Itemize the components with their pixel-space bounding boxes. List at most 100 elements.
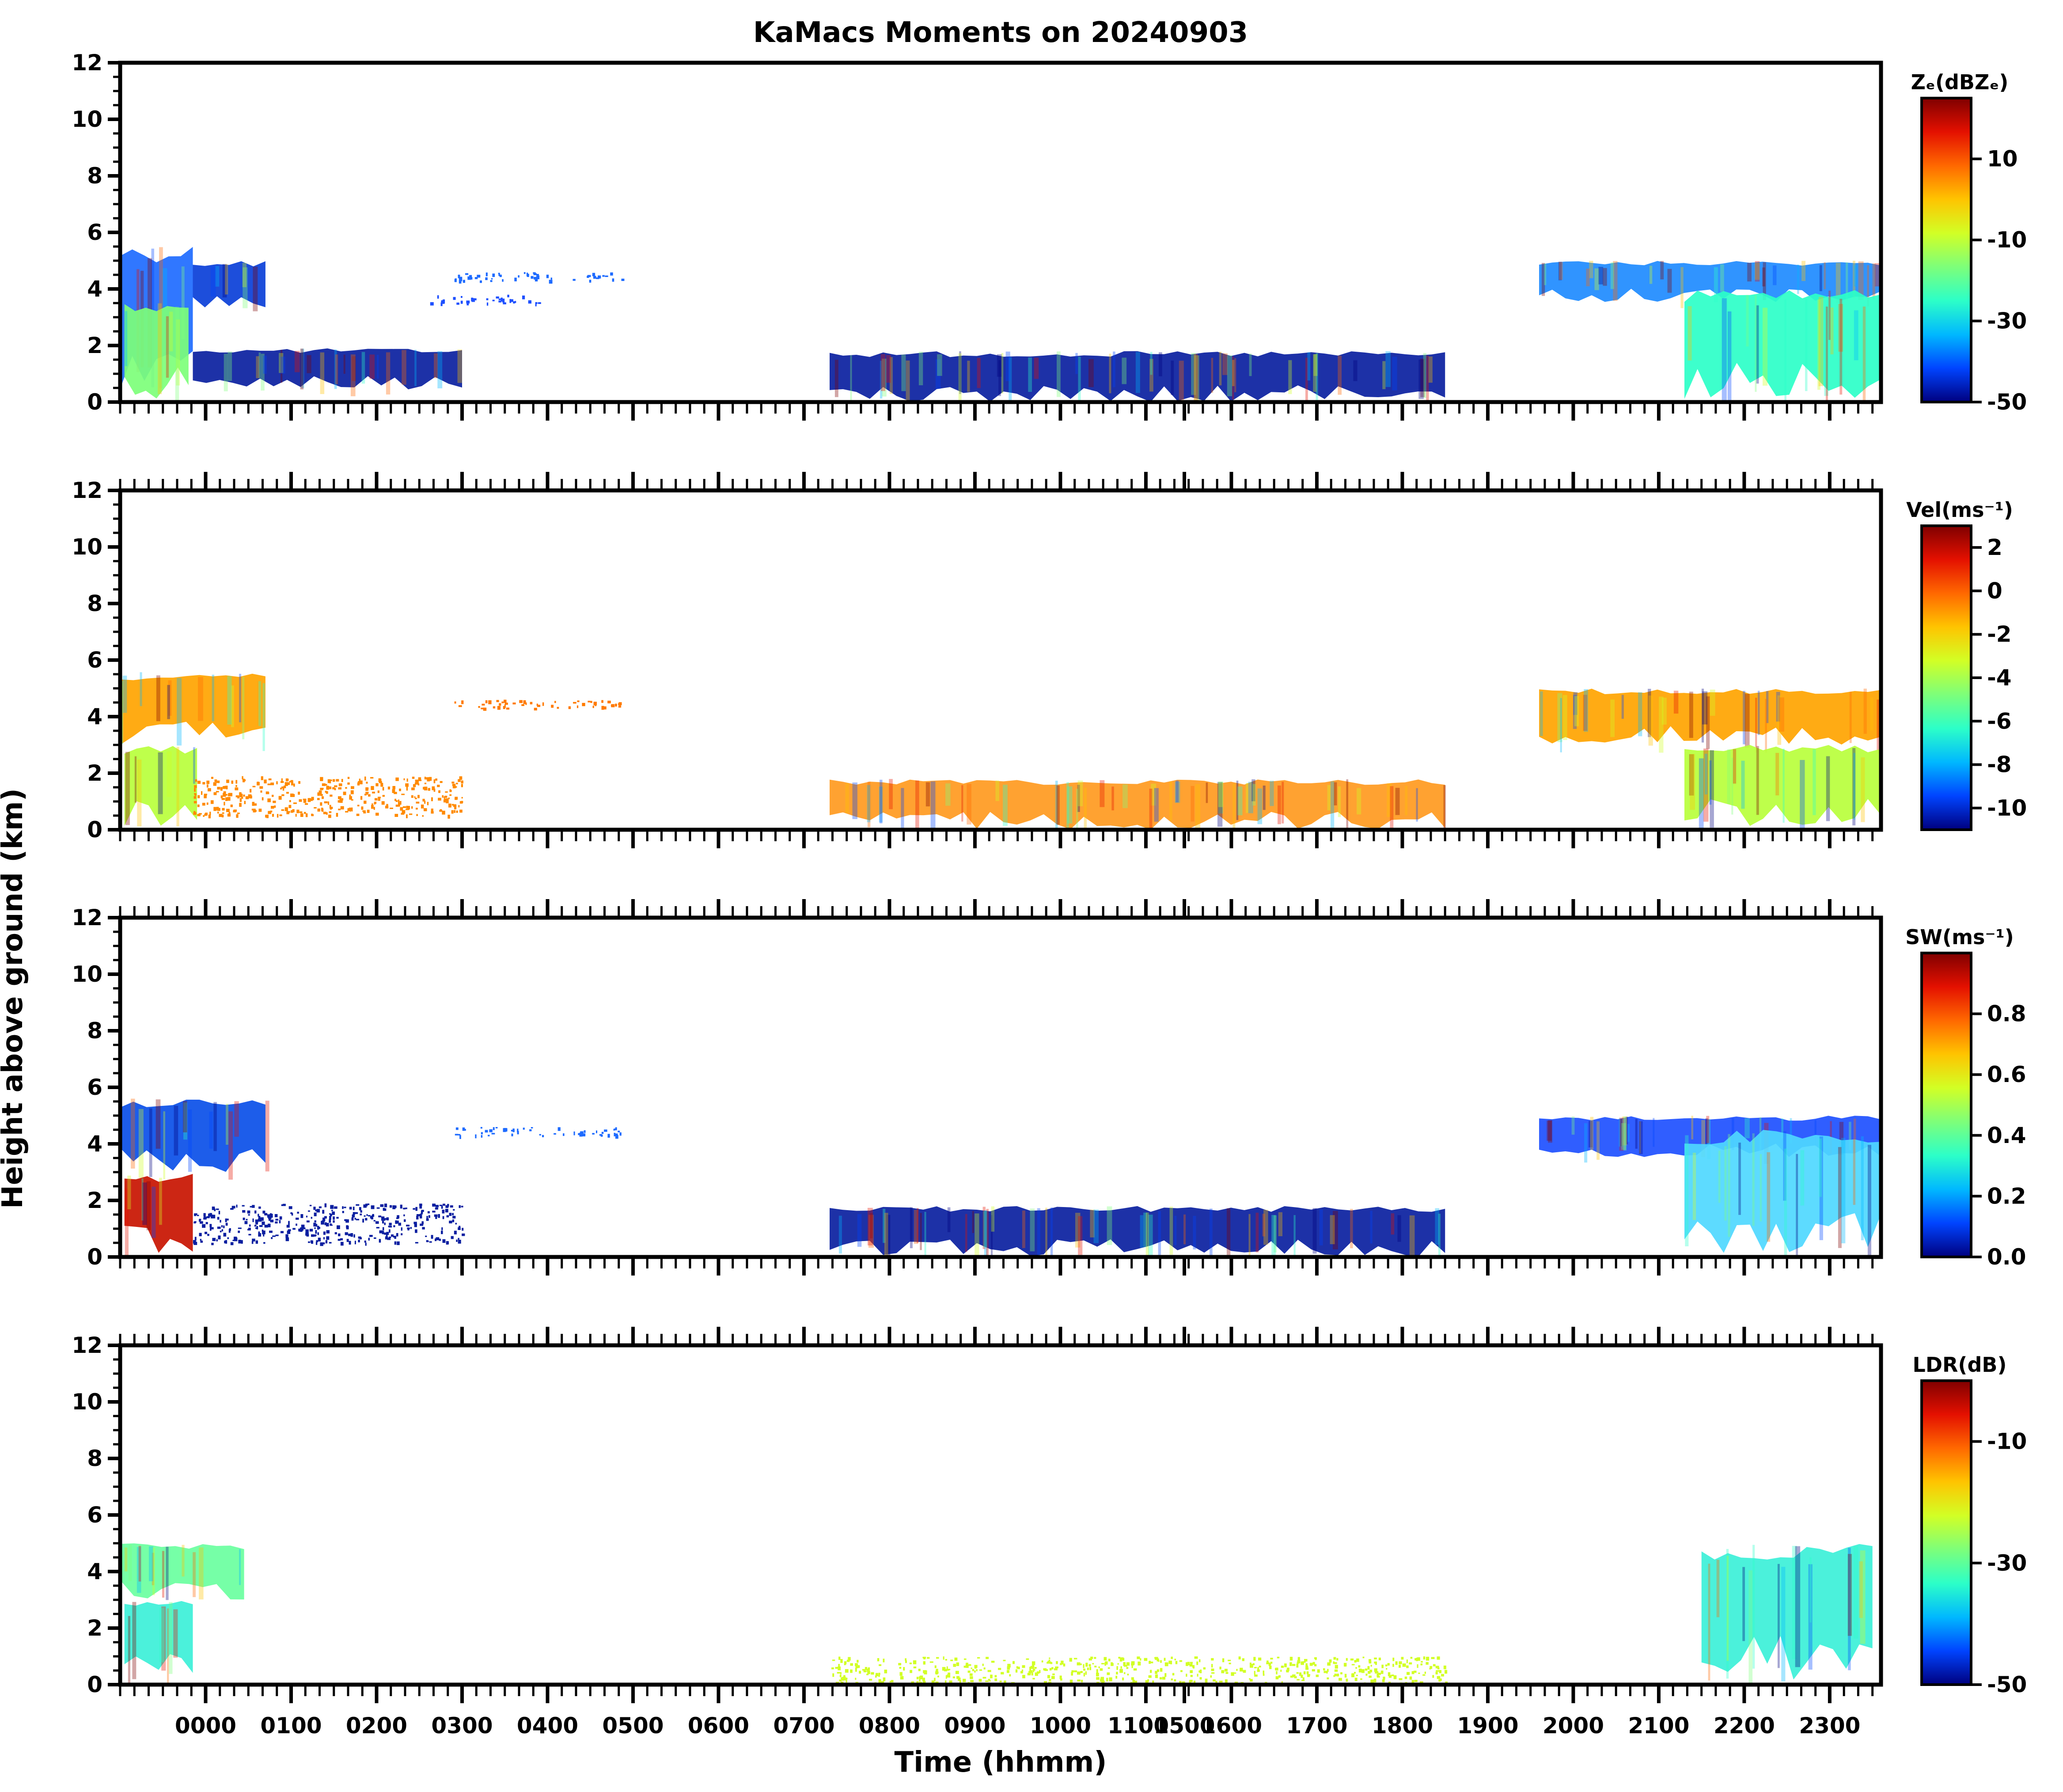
echo-speckle — [262, 1221, 265, 1225]
echo-speckle — [458, 1227, 461, 1230]
echo-speckle — [365, 1204, 368, 1207]
echo-speckle — [409, 813, 413, 815]
echo-streak — [1271, 1215, 1276, 1257]
echo-speckle — [204, 795, 207, 798]
echo-speckle — [1186, 1674, 1187, 1677]
echo-speckle — [455, 1223, 457, 1225]
echo-speckle — [1351, 1674, 1354, 1678]
echo-speckle — [449, 794, 452, 796]
echo-speckle — [393, 1225, 395, 1227]
echo-speckle — [319, 790, 322, 794]
echo-speckle — [218, 1235, 221, 1240]
echo-speckle — [441, 1206, 443, 1209]
echo-speckle — [350, 790, 354, 794]
echo-streak — [1559, 262, 1563, 280]
echo-speckle — [320, 779, 323, 781]
echo-streak — [1752, 1545, 1755, 1669]
echo-speckle — [1249, 1678, 1251, 1680]
echo-speckle — [1088, 1658, 1092, 1661]
echo-streak — [1691, 1116, 1693, 1139]
echo-speckle — [330, 1205, 334, 1209]
echo-speckle — [990, 1674, 993, 1678]
echo-speckle — [392, 789, 395, 793]
echo-speckle — [1190, 1674, 1193, 1677]
echo-speckle — [506, 707, 510, 710]
echo-speckle — [1032, 1678, 1035, 1680]
echo-speckle — [406, 814, 408, 818]
echo-speckle — [1073, 1658, 1077, 1659]
echo-speckle — [1406, 1665, 1409, 1668]
echo-speckle — [848, 1657, 851, 1661]
echo-speckle — [217, 812, 219, 814]
echo-speckle — [1133, 1668, 1137, 1671]
echo-region — [124, 304, 189, 399]
echo-speckle — [357, 782, 360, 786]
echo-speckle — [1305, 1665, 1308, 1669]
echo-speckle — [193, 811, 196, 813]
echo-speckle — [1296, 1663, 1299, 1668]
echo-speckle — [308, 1210, 310, 1212]
echo-region — [830, 779, 1445, 830]
echo-streak — [193, 747, 195, 784]
echo-streak — [1838, 304, 1843, 352]
echo-speckle — [288, 1229, 291, 1231]
echo-speckle — [213, 782, 216, 786]
echo-speckle — [1266, 1662, 1270, 1664]
echo-streak — [1688, 306, 1692, 361]
echo-speckle — [838, 1664, 840, 1667]
echo-speckle — [523, 700, 526, 704]
echo-speckle — [243, 1218, 245, 1220]
echo-streak — [1338, 356, 1342, 395]
echo-speckle — [403, 1207, 406, 1210]
echo-speckle — [1196, 1661, 1198, 1665]
echo-speckle — [320, 1242, 323, 1246]
echo-speckle — [382, 1220, 384, 1224]
echo-speckle — [281, 809, 284, 811]
echo-speckle — [346, 1226, 349, 1230]
echo-streak — [1648, 689, 1651, 737]
echo-speckle — [309, 1205, 312, 1207]
echo-speckle — [224, 1240, 227, 1244]
echo-streak — [834, 360, 838, 397]
echo-speckle — [607, 700, 611, 703]
echo-speckle — [313, 1207, 316, 1210]
echo-speckle — [498, 300, 501, 303]
echo-streak — [239, 1549, 241, 1585]
echo-speckle — [855, 1678, 857, 1680]
echo-speckle — [1051, 1676, 1055, 1679]
x-tick-label: 1900 — [1457, 1713, 1518, 1739]
echo-speckle — [238, 1240, 241, 1244]
echo-speckle — [599, 1134, 602, 1136]
echo-speckle — [298, 781, 300, 784]
echo-speckle — [289, 800, 291, 802]
echo-speckle — [975, 1666, 977, 1669]
echo-streak — [131, 1098, 135, 1169]
echo-speckle — [1329, 1659, 1332, 1663]
echo-speckle — [590, 701, 592, 703]
echo-streak — [1796, 1154, 1798, 1257]
echo-speckle — [500, 274, 502, 277]
echo-speckle — [1432, 1675, 1434, 1678]
echo-speckle — [226, 786, 228, 790]
echo-speckle — [225, 1218, 227, 1223]
echo-streak — [1706, 1116, 1710, 1143]
echo-speckle — [446, 1215, 449, 1218]
echo-speckle — [262, 1211, 265, 1214]
echo-streak — [1863, 688, 1867, 734]
echo-speckle — [356, 1219, 360, 1221]
echo-streak — [1174, 1215, 1177, 1245]
echo-speckle — [263, 1242, 265, 1244]
echo-speckle — [1007, 1666, 1010, 1670]
echo-speckle — [451, 1236, 454, 1239]
echo-streak — [918, 351, 923, 385]
echo-speckle — [1085, 1663, 1088, 1667]
echo-speckle — [1369, 1661, 1372, 1664]
echo-speckle — [863, 1670, 867, 1673]
echo-speckle — [1360, 1678, 1362, 1680]
echo-speckle — [1269, 1666, 1272, 1669]
echo-streak — [231, 685, 234, 727]
echo-streak — [967, 361, 970, 392]
echo-streak — [386, 352, 391, 395]
echo-speckle — [1186, 1662, 1188, 1666]
echo-speckle — [241, 1240, 243, 1244]
